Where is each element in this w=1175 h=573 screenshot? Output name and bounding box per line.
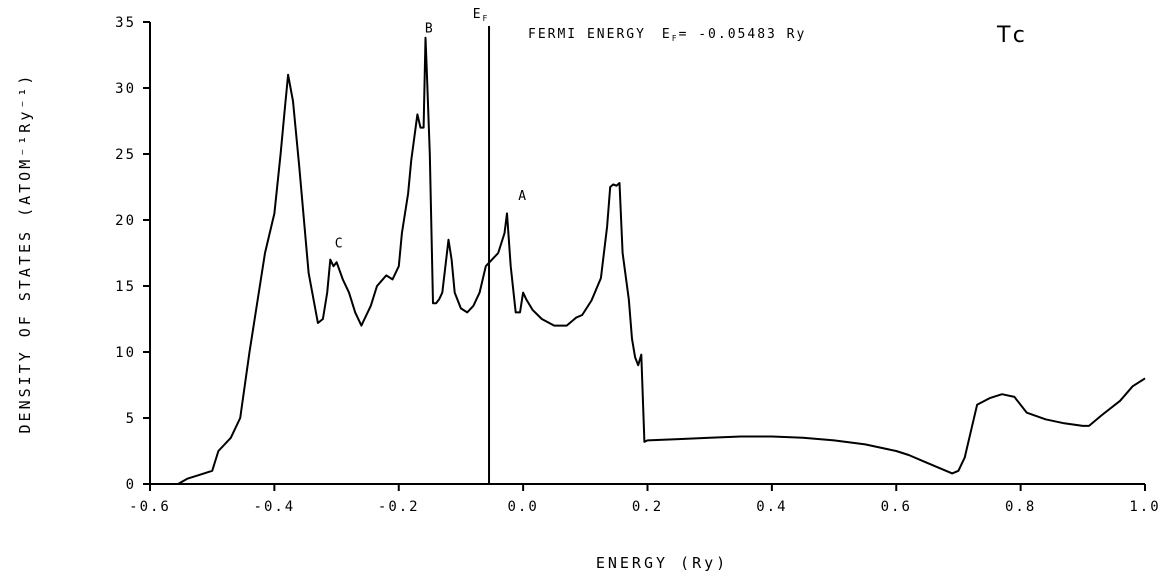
x-tick-label: 0.6	[881, 499, 912, 515]
peak-label: C	[335, 237, 345, 252]
x-tick-label: 1.0	[1129, 499, 1160, 515]
x-tick-label: 0.2	[632, 499, 663, 515]
y-tick-label: 10	[115, 345, 136, 361]
y-axis-title: DENSITY OF STATES (ATOM⁻¹Ry⁻¹)	[16, 73, 34, 434]
dos-series-line	[177, 36, 1146, 485]
x-tick-label: 0.4	[756, 499, 787, 515]
y-axis-ticks: 0 5 10 15 20 25 30 35	[115, 15, 150, 493]
fermi-energy-text: FERMI ENERGY EF= -0.05483 Ry	[528, 27, 806, 43]
x-tick-label: 0.8	[1005, 499, 1036, 515]
y-tick-label: 5	[126, 411, 136, 427]
x-axis-title: ENERGY (Ry)	[596, 554, 728, 572]
element-label: Tc	[996, 23, 1031, 48]
peak-label: B	[425, 22, 435, 37]
y-tick-label: 30	[115, 81, 136, 97]
x-tick-label: -0.6	[129, 499, 171, 515]
y-tick-label: 15	[115, 279, 136, 295]
plot-frame	[149, 22, 1145, 485]
y-tick-label: 0	[126, 477, 136, 493]
fermi-line-label: EF	[473, 7, 490, 23]
y-tick-label: 35	[115, 15, 136, 31]
x-tick-label: 0.0	[507, 499, 538, 515]
y-tick-label: 20	[115, 213, 136, 229]
x-axis-ticks: -0.6 -0.4 -0.2 0.0 0.2 0.4 0.6 0.8 1.0	[129, 484, 1160, 515]
peak-label: A	[518, 189, 528, 204]
peak-annotations: A B C	[335, 22, 528, 252]
x-tick-label: -0.2	[378, 499, 420, 515]
x-tick-label: -0.4	[254, 499, 296, 515]
y-tick-label: 25	[115, 147, 136, 163]
